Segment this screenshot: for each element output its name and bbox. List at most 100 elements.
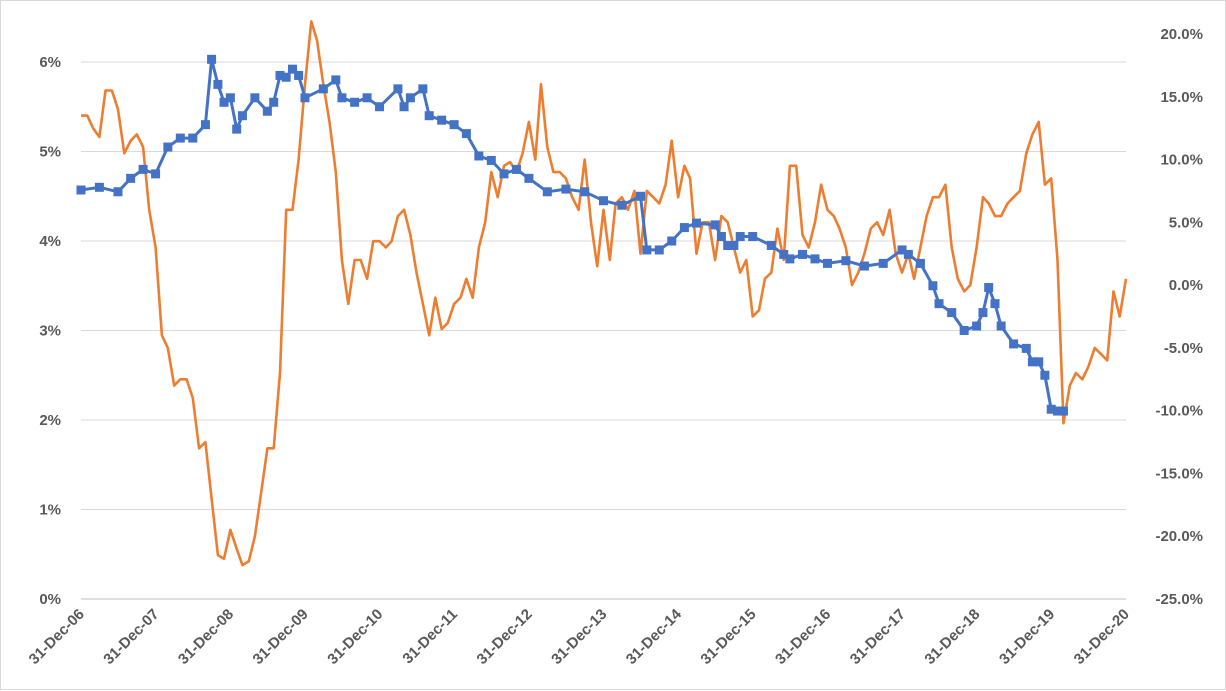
- data-point: [113, 187, 123, 197]
- x-tick-label: 31-Dec-06: [26, 606, 88, 668]
- data-point: [318, 84, 328, 94]
- data-point: [978, 308, 988, 318]
- data-point: [1058, 406, 1068, 416]
- left-tick-label: 1%: [39, 502, 61, 519]
- data-point: [219, 97, 229, 107]
- data-point: [499, 169, 509, 179]
- data-point: [474, 151, 484, 161]
- x-tick-label: 31-Dec-10: [324, 606, 386, 668]
- data-point: [542, 187, 552, 197]
- data-point: [766, 240, 776, 250]
- data-point: [337, 93, 347, 103]
- data-point: [281, 72, 291, 82]
- x-tick-label: 31-Dec-16: [772, 606, 834, 668]
- right-tick-label: 5.0%: [1169, 214, 1203, 231]
- right-tick-label: 10.0%: [1160, 152, 1203, 169]
- series-line: [80, 57, 1064, 413]
- data-point: [934, 299, 944, 309]
- data-point: [1034, 357, 1044, 367]
- x-tick-label: 31-Dec-20: [1071, 606, 1133, 668]
- data-point: [679, 223, 689, 233]
- data-point: [287, 64, 297, 74]
- data-point: [294, 70, 304, 80]
- data-point: [897, 245, 907, 255]
- data-point: [642, 245, 652, 255]
- x-tick-label: 31-Dec-11: [399, 606, 461, 668]
- right-tick-label: 15.0%: [1160, 89, 1203, 106]
- data-point: [716, 232, 726, 242]
- series-right-axis: [81, 20, 1128, 567]
- series-left-axis: [76, 54, 1068, 416]
- right-tick-label: -20.0%: [1155, 528, 1203, 545]
- data-point: [798, 249, 808, 259]
- data-point: [524, 173, 534, 183]
- right-axis-ticks: -25.0% -20.0% -15.0% -10.0% -5.0% 0.0% 5.0% 10.…: [1155, 26, 1203, 608]
- data-point: [250, 93, 260, 103]
- right-tick-label: -5.0%: [1164, 340, 1203, 357]
- left-tick-label: 5%: [39, 144, 61, 161]
- right-tick-label: 0.0%: [1169, 277, 1203, 294]
- right-tick-label: -10.0%: [1155, 403, 1203, 420]
- data-point: [213, 79, 223, 89]
- data-point: [437, 115, 447, 125]
- data-point: [990, 299, 1000, 309]
- data-point: [1046, 404, 1056, 414]
- data-point: [735, 232, 745, 242]
- x-tick-label: 31-Dec-15: [697, 606, 759, 668]
- data-point: [237, 111, 247, 121]
- data-point: [1021, 343, 1031, 353]
- data-point: [207, 54, 217, 64]
- x-tick-label: 31-Dec-17: [847, 606, 909, 668]
- data-point: [729, 240, 739, 250]
- data-point: [617, 200, 627, 210]
- data-point: [984, 283, 994, 293]
- data-point: [810, 254, 820, 264]
- data-point: [275, 70, 285, 80]
- data-point: [350, 97, 360, 107]
- data-point: [399, 102, 409, 112]
- data-point: [1009, 339, 1019, 349]
- data-point: [225, 93, 235, 103]
- data-point: [375, 102, 385, 112]
- x-axis-ticks: 31-Dec-06 31-Dec-07 31-Dec-08 31-Dec-09 31-D…: [26, 605, 1133, 668]
- data-point: [126, 173, 136, 183]
- data-point: [424, 111, 434, 121]
- data-point: [841, 256, 851, 266]
- data-point: [232, 124, 242, 134]
- data-point: [511, 164, 521, 174]
- data-point: [138, 164, 148, 174]
- data-point: [710, 220, 720, 230]
- data-point: [785, 254, 795, 264]
- x-tick-label: 31-Dec-14: [623, 605, 686, 668]
- data-point: [580, 187, 590, 197]
- left-tick-label: 4%: [39, 233, 61, 250]
- data-point: [163, 142, 173, 152]
- series-line: [81, 20, 1128, 567]
- data-point: [449, 120, 459, 130]
- data-point: [200, 120, 210, 130]
- data-point: [691, 218, 701, 228]
- series: [76, 20, 1128, 567]
- data-point: [667, 236, 677, 246]
- data-point: [331, 75, 341, 85]
- right-tick-label: -25.0%: [1155, 591, 1203, 608]
- data-point: [859, 261, 869, 271]
- data-point: [262, 106, 272, 116]
- data-point: [723, 240, 733, 250]
- left-axis-ticks: 0% 1% 2% 3% 4% 5% 6%: [39, 54, 61, 608]
- data-point: [779, 249, 789, 259]
- data-point: [915, 258, 925, 268]
- data-point: [1053, 406, 1063, 416]
- data-point: [1040, 370, 1050, 380]
- data-point: [1027, 357, 1037, 367]
- data-point: [269, 97, 279, 107]
- data-point: [418, 84, 428, 94]
- x-tick-label: 31-Dec-08: [175, 606, 237, 668]
- x-tick-label: 31-Dec-12: [474, 606, 536, 668]
- data-point: [461, 129, 471, 139]
- left-tick-label: 2%: [39, 412, 61, 429]
- data-point: [878, 258, 888, 268]
- data-point: [393, 84, 403, 94]
- x-tick-label: 31-Dec-07: [100, 606, 162, 668]
